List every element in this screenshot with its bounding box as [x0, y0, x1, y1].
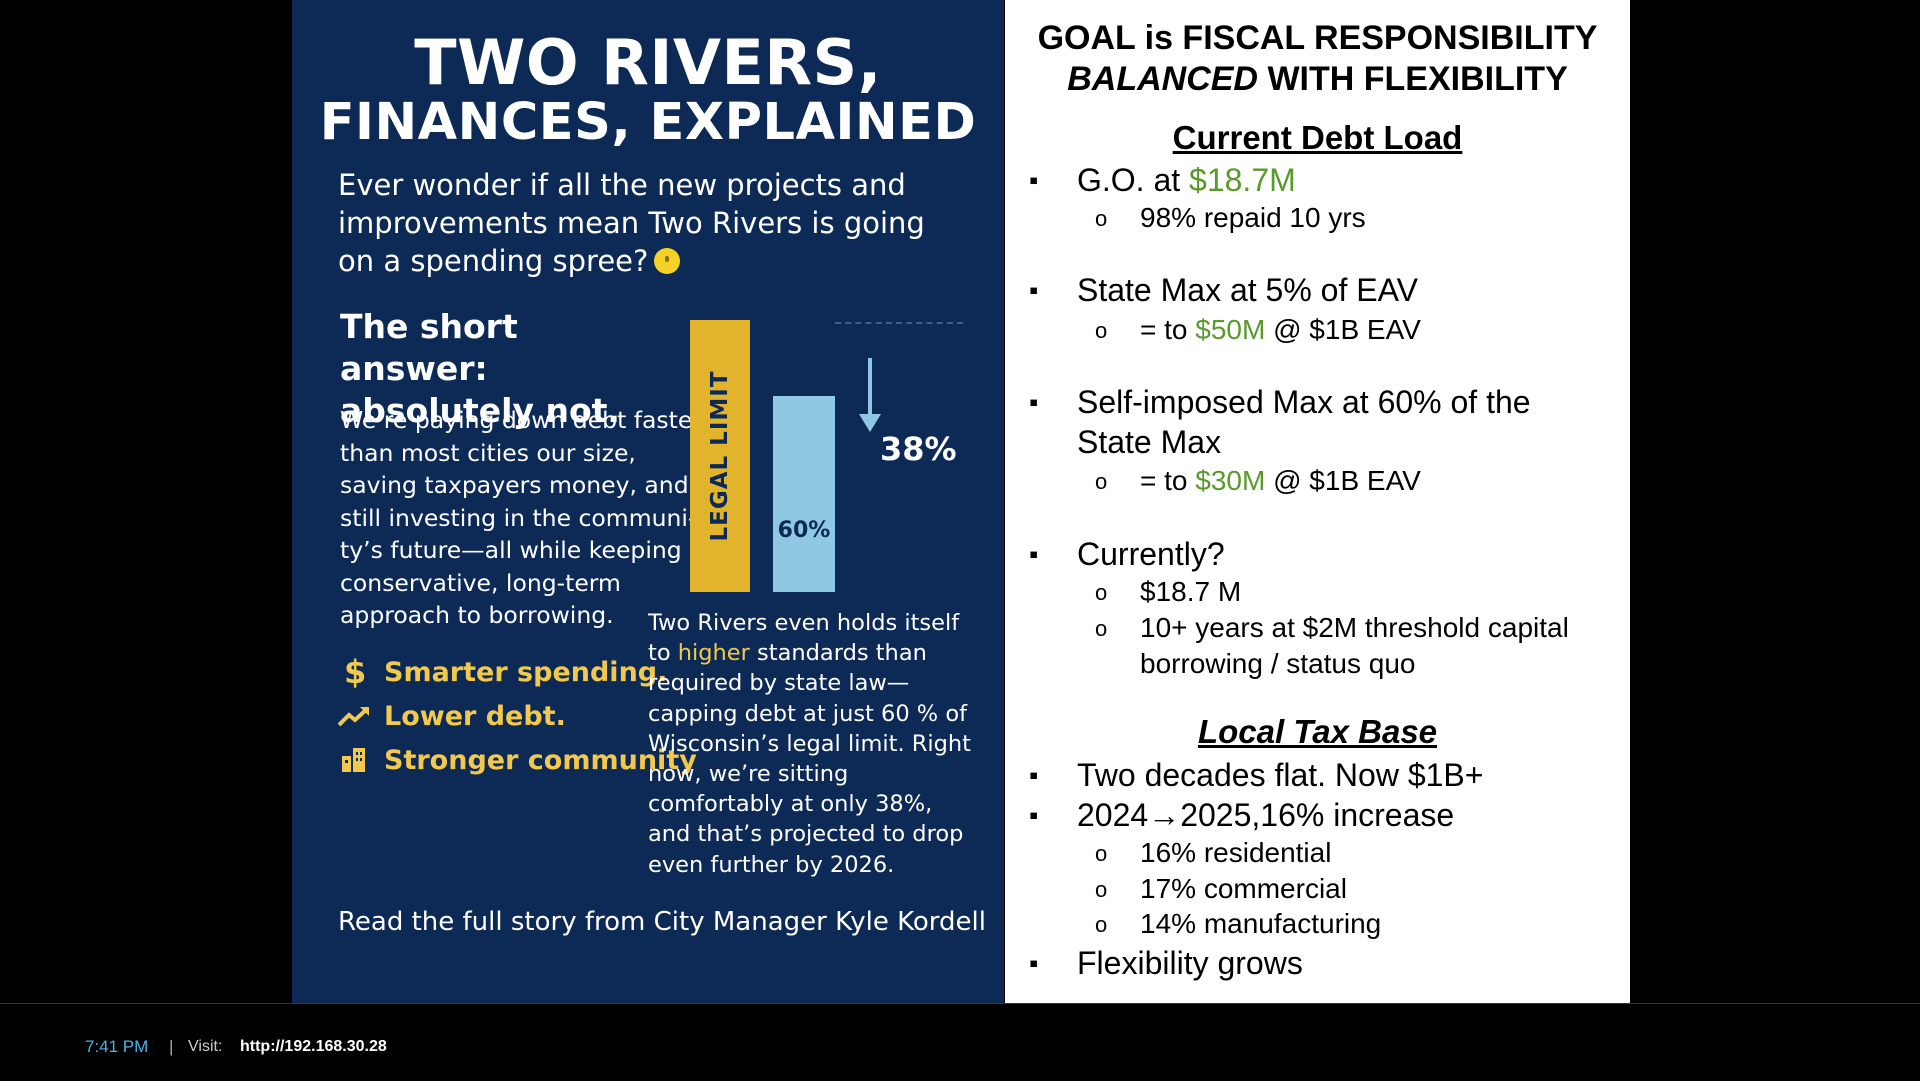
visit-label: Visit: [188, 1038, 223, 1055]
state-law-note: Two Rivers even holds itself to higher s… [648, 610, 971, 878]
fiscal-goal-slide: GOAL is FISCAL RESPONSIBILITY BALANCED W… [1005, 0, 1630, 1003]
taglines: $ Smarter spending. Lower debt. Stronger… [338, 650, 698, 782]
sub-bullet-self-imposed-max: o = to $30M @ $1B EAV [1095, 465, 1421, 496]
bullet-flexibility: Flexibility grows [1029, 943, 1303, 983]
panel-title-line2: FINANCES, EXPLAINED [319, 93, 977, 152]
bullet-go: G.O. at $18.7M [1029, 160, 1296, 200]
tagline-smarter-spending: $ Smarter spending. [338, 650, 698, 694]
sub-bullet-currently-2: o 10+ years at $2M threshold capital borr… [1095, 612, 1569, 679]
goal-heading: GOAL is FISCAL RESPONSIBILITY BALANCED W… [1037, 19, 1598, 98]
finances-explained-panel: TWO RIVERS, FINANCES, EXPLAINED Ever won… [292, 0, 1004, 1003]
sixty-percent-bar: 60% [773, 396, 835, 592]
sub-bullet-manufacturing: o 14% manufacturing [1095, 908, 1382, 939]
down-arrow-icon [859, 358, 881, 432]
sub-bullet-currently-1: o $18.7 M [1095, 576, 1242, 607]
tagline-stronger-community: Stronger community [338, 738, 698, 782]
local-tax-base-heading: Local Tax Base [1197, 713, 1438, 750]
higher-highlight: higher [677, 640, 750, 667]
sixty-percent-label: 60% [777, 518, 831, 543]
svg-text:$: $ [344, 655, 366, 689]
dollar-icon: $ [338, 655, 370, 689]
read-full-story-text: Read the full story from City Manager Ky… [338, 907, 986, 937]
legal-limit-bar: LEGAL LIMIT [690, 320, 750, 592]
thinking-face-icon [654, 248, 681, 274]
current-level-label: 38% [880, 430, 957, 468]
debt-limit-chart: LEGAL LIMIT 60% 38% [690, 310, 990, 600]
bullet-state-max: State Max at 5% of EAV [1029, 270, 1418, 310]
visit-url-link[interactable]: http://192.168.30.28 [240, 1038, 387, 1055]
panel-title-line1: TWO RIVERS, [414, 26, 882, 99]
footer-separator: | [169, 1037, 174, 1056]
clock-time: 7:41 PM [85, 1037, 149, 1056]
current-debt-load-heading: Current Debt Load [1172, 119, 1463, 156]
bullet-self-imposed-max: Self-imposed Max at 60% of the State Max [1029, 382, 1593, 462]
sub-bullet-state-max: o = to $50M @ $1B EAV [1095, 314, 1421, 345]
stream-footer-bar: 7:41 PM | Visit: http://192.168.30.28 [0, 1003, 1920, 1081]
short-answer: The short answer: absolutely not. [340, 306, 660, 432]
short-answer-line1: The short answer: [340, 307, 518, 388]
limit-dashed-line [835, 322, 963, 324]
bullet-two-decades: Two decades flat. Now $1B+ [1029, 755, 1483, 795]
buildings-icon [338, 746, 370, 774]
sub-bullet-go: o 98% repaid 10 yrs [1095, 202, 1366, 233]
trend-up-icon [338, 705, 370, 727]
bullet-currently: Currently? [1029, 534, 1225, 574]
body-text: We’re paying down debt faster than most … [340, 406, 704, 629]
sub-bullet-residential: o 16% residential [1095, 837, 1332, 868]
short-answer-line2: absolutely not. [340, 391, 620, 430]
sub-bullet-commercial: o 17% commercial [1095, 873, 1347, 904]
tagline-lower-debt: Lower debt. [338, 694, 698, 738]
legal-limit-label: LEGAL LIMIT [707, 370, 733, 542]
bullet-increase: 2024→2025,16% increase [1029, 795, 1454, 835]
intro-text: Ever wonder if all the new projects and … [338, 168, 925, 278]
